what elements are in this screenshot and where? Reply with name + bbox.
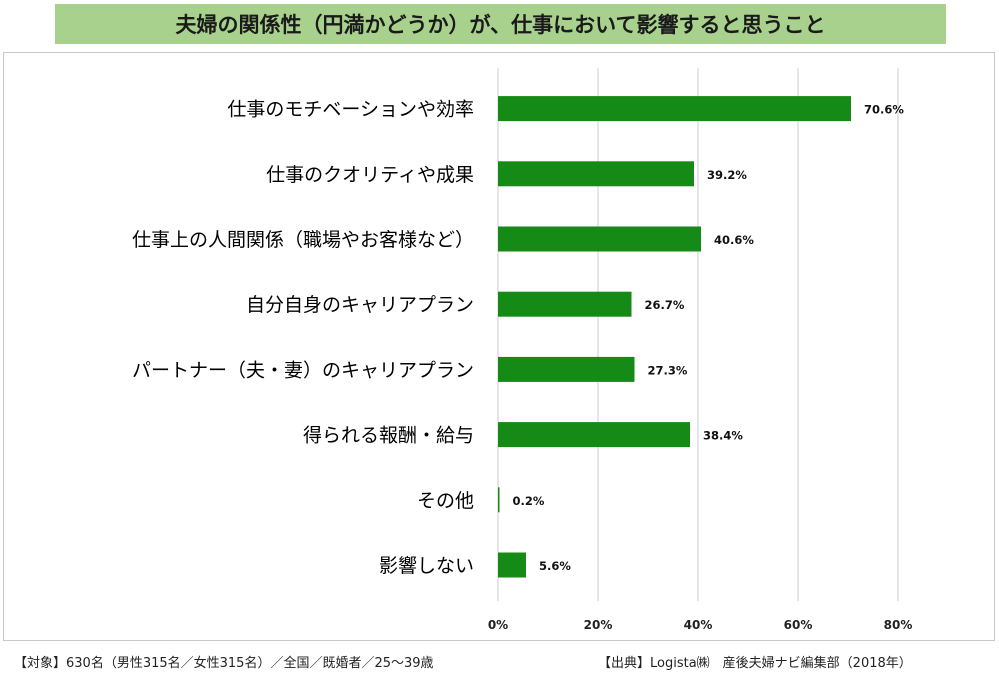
data-label: 0.2%	[513, 494, 545, 508]
x-tick-label: 80%	[884, 618, 913, 632]
x-tick-label: 20%	[584, 618, 613, 632]
chart-title: 夫婦の関係性（円満かどうか）が、仕事において影響すると思うこと	[175, 13, 826, 37]
chart-frame: 0% 20% 40% 60% 80% 仕事のモチベーションや効率 70.6% 仕事のクオリティ…	[3, 52, 995, 641]
category-label: 影響しない	[379, 555, 474, 577]
x-tick-label: 0%	[488, 618, 508, 632]
bar-chart: 0% 20% 40% 60% 80% 仕事のモチベーションや効率 70.6% 仕事のクオリティ…	[132, 68, 913, 632]
bar	[498, 487, 500, 513]
category-label: 仕事のモチベーションや効率	[227, 99, 474, 121]
category-label: 仕事のクオリティや成果	[266, 164, 474, 186]
title-banner: 夫婦の関係性（円満かどうか）が、仕事において影響すると思うこと	[55, 4, 946, 44]
bar	[498, 552, 526, 578]
bar	[498, 161, 694, 187]
data-label: 40.6%	[714, 233, 754, 247]
category-label: その他	[417, 490, 474, 512]
data-label: 27.3%	[648, 363, 688, 377]
data-label: 39.2%	[707, 168, 747, 182]
bar	[498, 96, 851, 122]
category-label: 仕事上の人間関係（職場やお客様など）	[132, 229, 474, 251]
category-label: 自分自身のキャリアプラン	[246, 294, 474, 316]
x-tick-label: 40%	[684, 618, 713, 632]
bar	[498, 291, 632, 317]
bar	[498, 422, 690, 448]
bar	[498, 356, 635, 382]
footer-subject: 【対象】630名（男性315名／女性315名）／全国／既婚者／25〜39歳	[14, 656, 434, 671]
data-label: 70.6%	[864, 103, 904, 117]
data-label: 38.4%	[703, 429, 743, 443]
data-label: 5.6%	[539, 559, 571, 573]
category-label: パートナー（夫・妻）のキャリアプラン	[132, 359, 474, 381]
data-label: 26.7%	[645, 298, 685, 312]
bar	[498, 226, 701, 252]
x-tick-label: 60%	[784, 618, 813, 632]
category-label: 得られる報酬・給与	[303, 425, 474, 447]
footer-source: 【出典】Logista㈱ 産後夫婦ナビ編集部（2018年）	[598, 656, 912, 671]
